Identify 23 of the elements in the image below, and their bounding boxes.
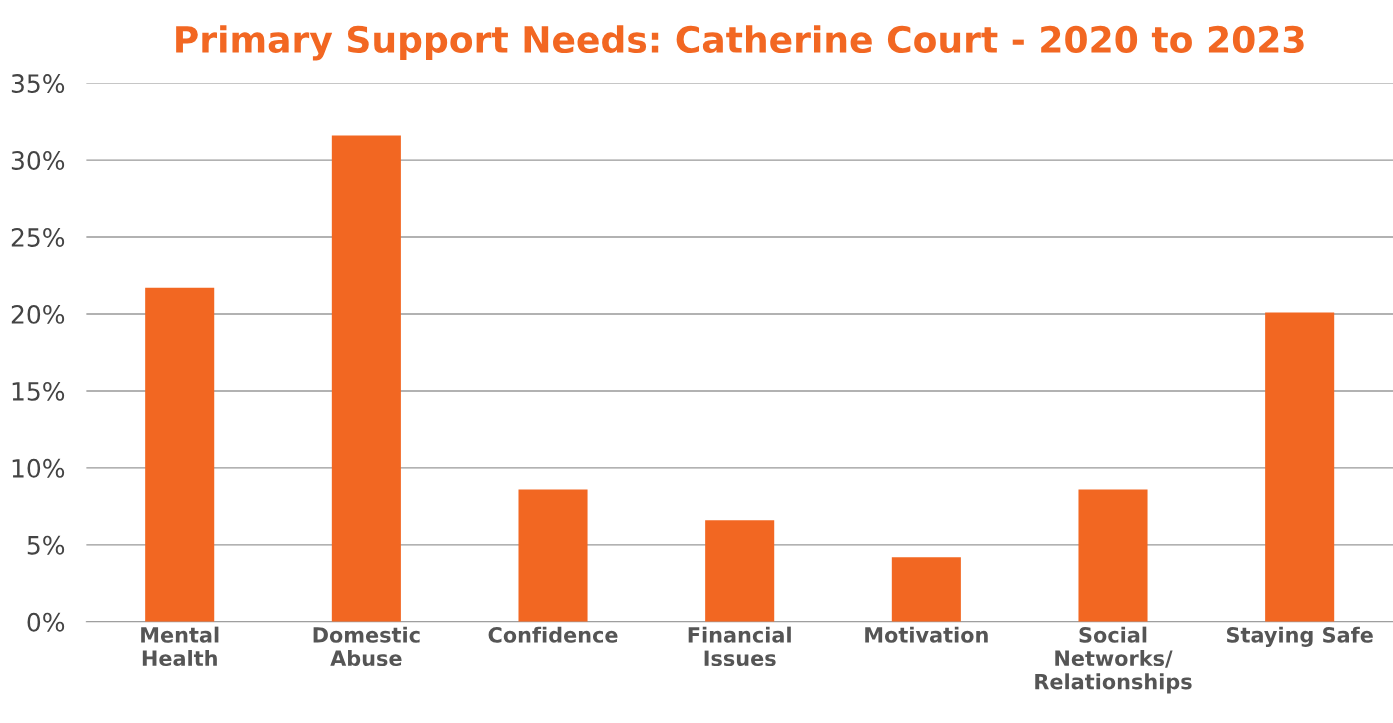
bar	[705, 520, 775, 622]
y-tick-label: 30%	[11, 151, 65, 170]
x-tick-label: Confidence	[488, 626, 618, 643]
x-tick-label: Mental Health	[141, 626, 219, 667]
y-tick-label: 35%	[11, 74, 65, 93]
y-tick-label: 20%	[11, 304, 65, 324]
x-tick-label: Financial Issues	[688, 626, 791, 667]
bar	[1265, 312, 1335, 622]
y-tick-label: 0%	[27, 612, 65, 632]
bar	[1078, 489, 1148, 622]
x-tick-label: Social Networks/ Relationships	[1035, 626, 1192, 694]
x-tick-label: Motivation	[865, 626, 988, 643]
x-tick-label: Domestic Abuse	[313, 626, 420, 667]
bar	[331, 135, 401, 622]
chart-title: Primary Support Needs: Catherine Court - 2020 to 2023	[176, 25, 1304, 61]
bar	[891, 557, 961, 622]
x-tick-label: Staying Safe	[1226, 626, 1373, 647]
y-tick-label: 5%	[27, 535, 65, 555]
y-tick-label: 15%	[12, 381, 65, 401]
y-tick-label: 25%	[11, 227, 65, 247]
bar	[145, 287, 215, 622]
y-tick-label: 10%	[12, 458, 65, 478]
bar	[518, 489, 588, 622]
